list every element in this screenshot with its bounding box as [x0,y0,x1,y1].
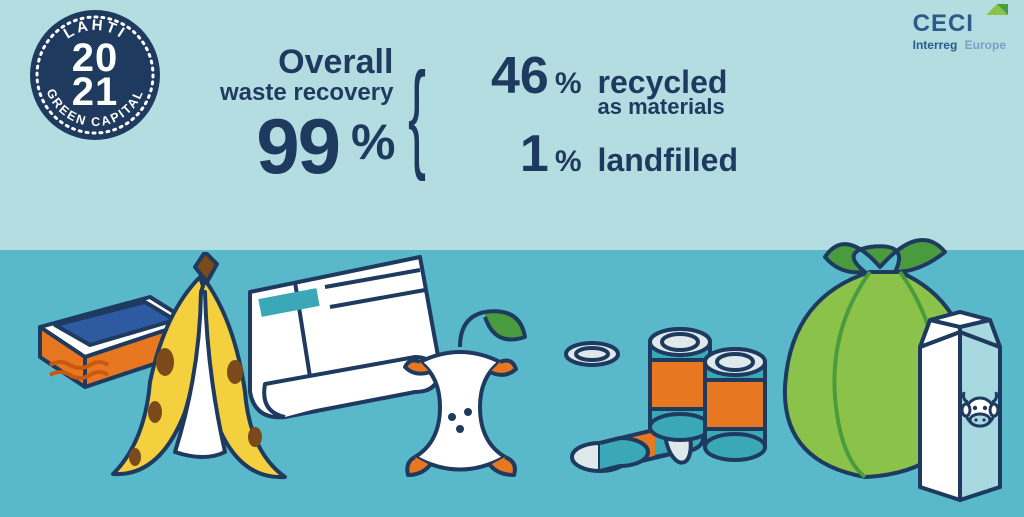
breakdown: 46% recycledas materials 1% landfilled [442,50,738,180]
apple-core-icon [390,307,530,487]
breakdown-row: 46% recycledas materials [442,50,738,118]
overall-pct: % [351,114,393,170]
row0-pct: % [555,67,582,100]
cans-icon [560,292,790,492]
banana-peel-icon [105,252,295,492]
ceci-corner-icon [986,4,1008,26]
ceci-logo: CECI Interreg Europe [913,10,1006,52]
ceci-sub-suffix: Europe [965,38,1006,52]
svg-text:LAHTI: LAHTI [61,17,130,43]
lahti-badge: LAHTI GREEN CAPITAL 20 21 [30,10,160,140]
row0-value: 46 [491,47,549,105]
svg-text:GREEN CAPITAL: GREEN CAPITAL [44,87,147,130]
row1-label: landfilled [598,142,738,178]
row1-value: 1 [520,125,549,183]
row1-pct: % [555,145,582,178]
milk-carton-icon [900,302,1020,502]
overall-stat: Overall waste recovery 99% [220,45,393,185]
badge-top-text: LAHTI [61,17,130,43]
row0-sublabel: as materials [598,97,728,118]
overall-line1: Overall [220,45,393,79]
waste-illustrations [0,247,1024,517]
badge-bottom-text: GREEN CAPITAL [44,87,147,130]
bracket-icon: { [408,67,426,163]
ceci-sub-prefix: Interreg [913,38,958,52]
breakdown-row: 1% landfilled [442,128,738,180]
overall-value: 99 [256,102,339,190]
stats-block: Overall waste recovery 99% { 46% recycle… [220,45,738,185]
